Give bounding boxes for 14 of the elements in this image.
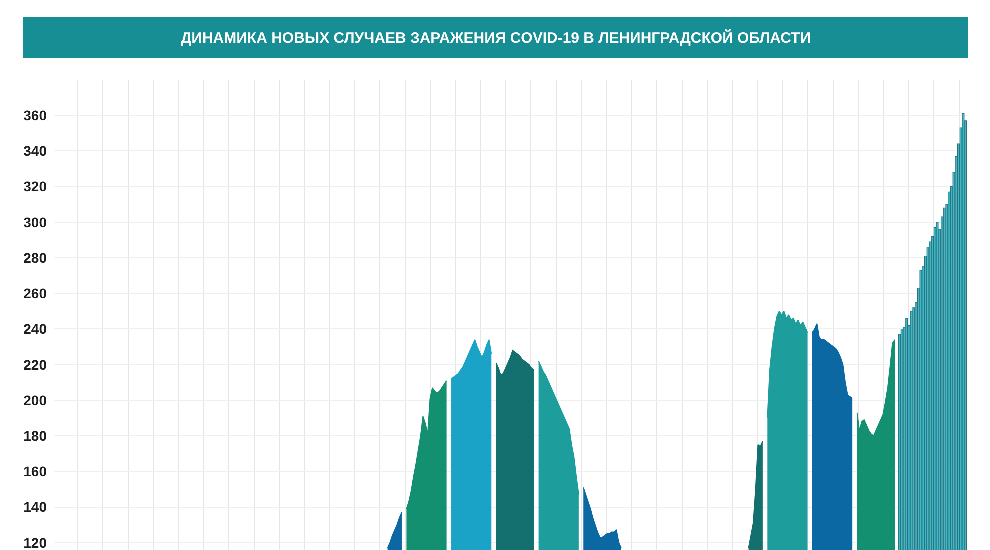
- y-tick-label: 320: [24, 178, 48, 195]
- y-tick-label: 160: [24, 464, 48, 480]
- y-tick-label: 200: [24, 392, 48, 408]
- y-tick-label: 180: [24, 428, 48, 444]
- y-tick-label: 360: [24, 108, 48, 124]
- y-tick-label: 280: [24, 250, 48, 266]
- y-tick-label: 240: [24, 321, 48, 338]
- y-tick-label: 140: [24, 499, 48, 516]
- y-tick-label: 220: [24, 356, 48, 373]
- y-tick-label: 120: [24, 534, 48, 550]
- y-tick-label: 260: [24, 286, 48, 302]
- y-tick-label: 300: [24, 214, 48, 230]
- y-tick-label: 340: [24, 143, 48, 160]
- chart-title: ДИНАМИКА НОВЫХ СЛУЧАЕВ ЗАРАЖЕНИЯ COVID-19 В ЛЕНИНГРАДСКОЙ ОБЛАСТИ: [181, 29, 811, 47]
